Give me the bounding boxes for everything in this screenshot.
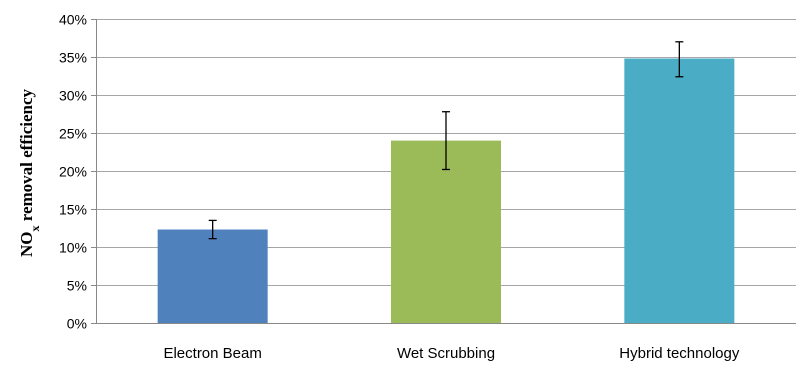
- bar-electron-beam: [157, 229, 268, 323]
- y-axis-label: NOx removal efficiency: [17, 88, 42, 257]
- y-tick-label: 35%: [59, 50, 87, 66]
- bar-hybrid-technology: [624, 58, 735, 324]
- bar-wet-scrubbing: [391, 140, 501, 323]
- y-axis-label-rest: removal efficiency: [17, 88, 36, 225]
- y-tick-label: 15%: [59, 202, 87, 218]
- y-axis-label-main: NO: [17, 232, 36, 258]
- x-category-labels: Electron Beam Wet Scrubbing Hybrid technol…: [163, 345, 739, 362]
- x-category-label: Wet Scrubbing: [397, 345, 495, 362]
- y-tick-label: 10%: [59, 240, 87, 256]
- y-tick-labels: 0% 5% 10% 15% 20% 25% 30% 35% 40%: [59, 12, 87, 332]
- y-tick-label: 25%: [59, 126, 87, 142]
- y-axis-label-subscript: x: [28, 226, 42, 232]
- x-category-label: Electron Beam: [163, 345, 261, 362]
- x-category-label: Hybrid technology: [619, 345, 740, 362]
- y-tick-label: 0%: [67, 316, 87, 332]
- y-tick-label: 30%: [59, 88, 87, 104]
- error-bars: [208, 41, 684, 240]
- y-tick-label: 40%: [59, 12, 87, 28]
- y-tick-label: 5%: [67, 278, 87, 294]
- y-tick-label: 20%: [59, 164, 87, 180]
- bars: [157, 58, 735, 324]
